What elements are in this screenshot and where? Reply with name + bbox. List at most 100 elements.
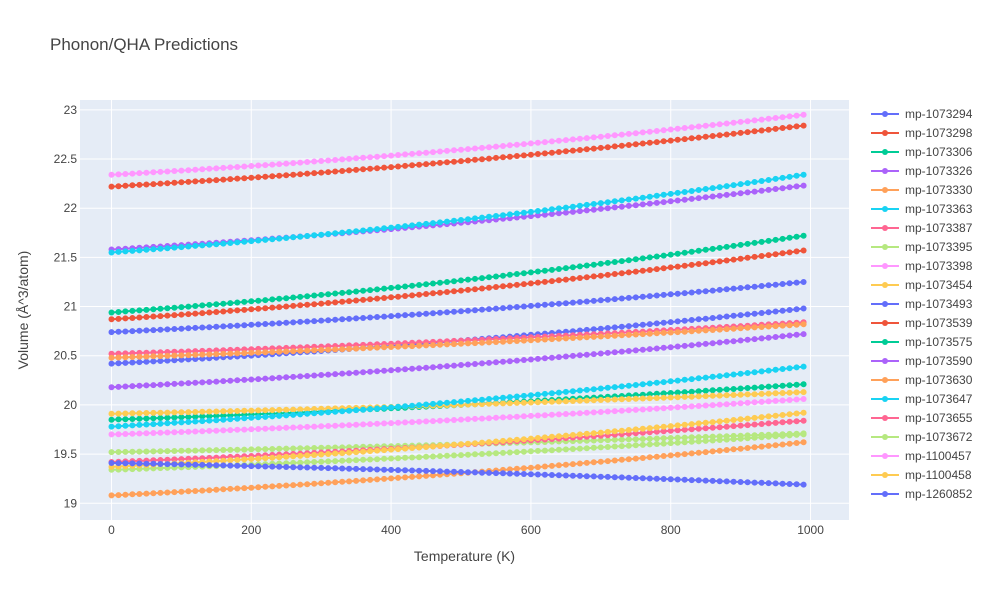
legend-item[interactable]: mp-1073387 [871, 221, 973, 235]
data-point [276, 412, 283, 419]
data-point [395, 467, 402, 474]
legend-item[interactable]: mp-1073306 [871, 145, 973, 159]
data-point [185, 428, 192, 435]
data-point [213, 447, 220, 454]
data-point [297, 406, 304, 413]
data-point [513, 465, 520, 472]
data-point [458, 340, 464, 347]
data-point [465, 276, 471, 283]
data-point [751, 310, 758, 317]
legend-item[interactable]: mp-1260852 [871, 487, 973, 501]
data-point [625, 396, 632, 402]
data-point [597, 260, 604, 267]
data-point [520, 141, 527, 148]
data-point [688, 289, 695, 296]
data-point [353, 166, 360, 173]
data-point [311, 464, 318, 471]
data-point [416, 444, 423, 451]
data-point [688, 426, 695, 433]
data-point [555, 389, 562, 396]
data-point [367, 406, 374, 412]
legend-item[interactable]: mp-1073298 [871, 126, 973, 140]
data-point [297, 159, 304, 166]
x-tick-label: 1000 [797, 523, 824, 537]
data-point [241, 415, 248, 422]
data-point [318, 169, 325, 176]
data-point [681, 342, 688, 349]
data-point [639, 267, 646, 274]
data-point [527, 337, 534, 344]
data-point [506, 437, 513, 444]
data-point [472, 215, 478, 222]
data-point [129, 247, 136, 254]
data-point [178, 488, 185, 495]
legend-label: mp-1073590 [905, 354, 973, 368]
legend-swatch-marker [882, 415, 888, 421]
data-point [437, 442, 443, 449]
data-point [562, 388, 569, 395]
data-point [520, 448, 527, 455]
data-point [611, 296, 618, 303]
data-point [178, 311, 185, 318]
legend-item[interactable]: mp-1073493 [871, 297, 973, 311]
data-point [136, 421, 143, 428]
legend-item[interactable]: mp-1073647 [871, 392, 973, 406]
legend-item[interactable]: mp-1073454 [871, 278, 973, 292]
legend-item[interactable]: mp-1073672 [871, 430, 973, 444]
data-point [388, 455, 395, 462]
data-point [611, 428, 618, 435]
legend-item[interactable]: mp-1073398 [871, 259, 973, 273]
data-point [360, 315, 367, 321]
legend-item[interactable]: mp-1073294 [871, 107, 973, 121]
data-point [381, 153, 388, 160]
data-point [164, 420, 171, 427]
data-point [206, 351, 213, 358]
legend-item[interactable]: mp-1100458 [871, 468, 972, 482]
data-point [367, 368, 374, 375]
data-point [618, 427, 625, 434]
data-point [695, 134, 702, 141]
legend-item[interactable]: mp-1073539 [871, 316, 973, 330]
data-point [716, 418, 723, 425]
legend-item[interactable]: mp-1073326 [871, 164, 973, 178]
data-point [744, 311, 751, 318]
data-point [234, 350, 241, 357]
data-point [758, 368, 765, 375]
data-point [234, 456, 241, 463]
data-point [597, 458, 604, 465]
data-point [332, 444, 339, 451]
data-point [416, 291, 423, 298]
series-line [111, 462, 804, 486]
data-point [723, 447, 730, 453]
legend-item[interactable]: mp-1073395 [871, 240, 973, 254]
data-point [765, 383, 772, 390]
data-point [527, 208, 534, 215]
legend-item[interactable]: mp-1073363 [871, 202, 973, 216]
data-point [444, 279, 450, 285]
legend-item[interactable]: mp-1100457 [871, 449, 972, 463]
legend-item[interactable]: mp-1073590 [871, 354, 973, 368]
data-point [248, 484, 255, 491]
legend-item[interactable]: mp-1073330 [871, 183, 973, 197]
data-point [625, 442, 632, 449]
data-point [143, 314, 150, 320]
data-point [220, 164, 227, 171]
data-point [576, 397, 583, 404]
data-point [269, 320, 276, 327]
data-point [262, 407, 269, 414]
legend-item[interactable]: mp-1073575 [871, 335, 973, 349]
data-point [227, 377, 234, 384]
data-point [500, 272, 506, 279]
data-point [150, 421, 157, 428]
data-point [227, 457, 234, 464]
data-point [674, 476, 681, 483]
legend-item[interactable]: mp-1073630 [871, 373, 973, 387]
data-point [430, 220, 436, 227]
data-point [430, 472, 436, 479]
data-point [171, 326, 178, 332]
data-point [534, 151, 541, 157]
data-point [402, 445, 409, 452]
data-point [527, 302, 534, 309]
legend-item[interactable]: mp-1073655 [871, 411, 973, 425]
data-point [325, 458, 332, 465]
